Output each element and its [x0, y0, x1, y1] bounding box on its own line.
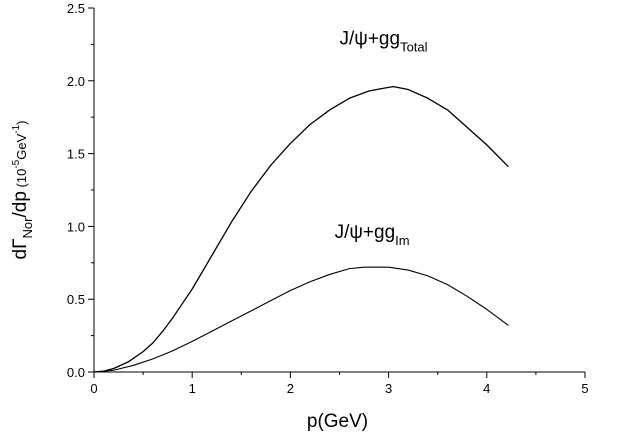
x-tick-label: 1 [189, 381, 196, 396]
y-tick-label: 0.5 [67, 292, 85, 307]
y-tick-label: 2.5 [67, 1, 85, 16]
x-tick-label: 3 [385, 381, 392, 396]
series-label: J/ψ+ggIm [335, 222, 410, 248]
x-tick-label: 2 [287, 381, 294, 396]
x-tick-label: 5 [581, 381, 588, 396]
y-tick-label: 2.0 [67, 74, 85, 89]
y-tick-label: 1.0 [67, 219, 85, 234]
y-tick-label: 1.5 [67, 147, 85, 162]
series-lines [93, 85, 509, 373]
y-tick-label: 0.0 [67, 365, 85, 380]
y-axis-title: dΓNor/dp (10-5GeV-1) [10, 121, 35, 260]
ticks: 0 1 2 3 4 5 0.0 0.5 1.0 1.5 2.0 2.5 [67, 1, 589, 396]
x-axis-title: p(GeV) [307, 411, 368, 432]
axes [93, 8, 585, 373]
series-line [93, 266, 509, 373]
series-line [93, 85, 509, 373]
series-label: J/ψ+ggTotal [340, 28, 428, 54]
labels: J/ψ+ggTotal J/ψ+ggIm p(GeV) dΓNor/dp (10-5G… [10, 28, 428, 432]
x-tick-label: 4 [483, 381, 490, 396]
x-tick-label: 0 [90, 381, 97, 396]
